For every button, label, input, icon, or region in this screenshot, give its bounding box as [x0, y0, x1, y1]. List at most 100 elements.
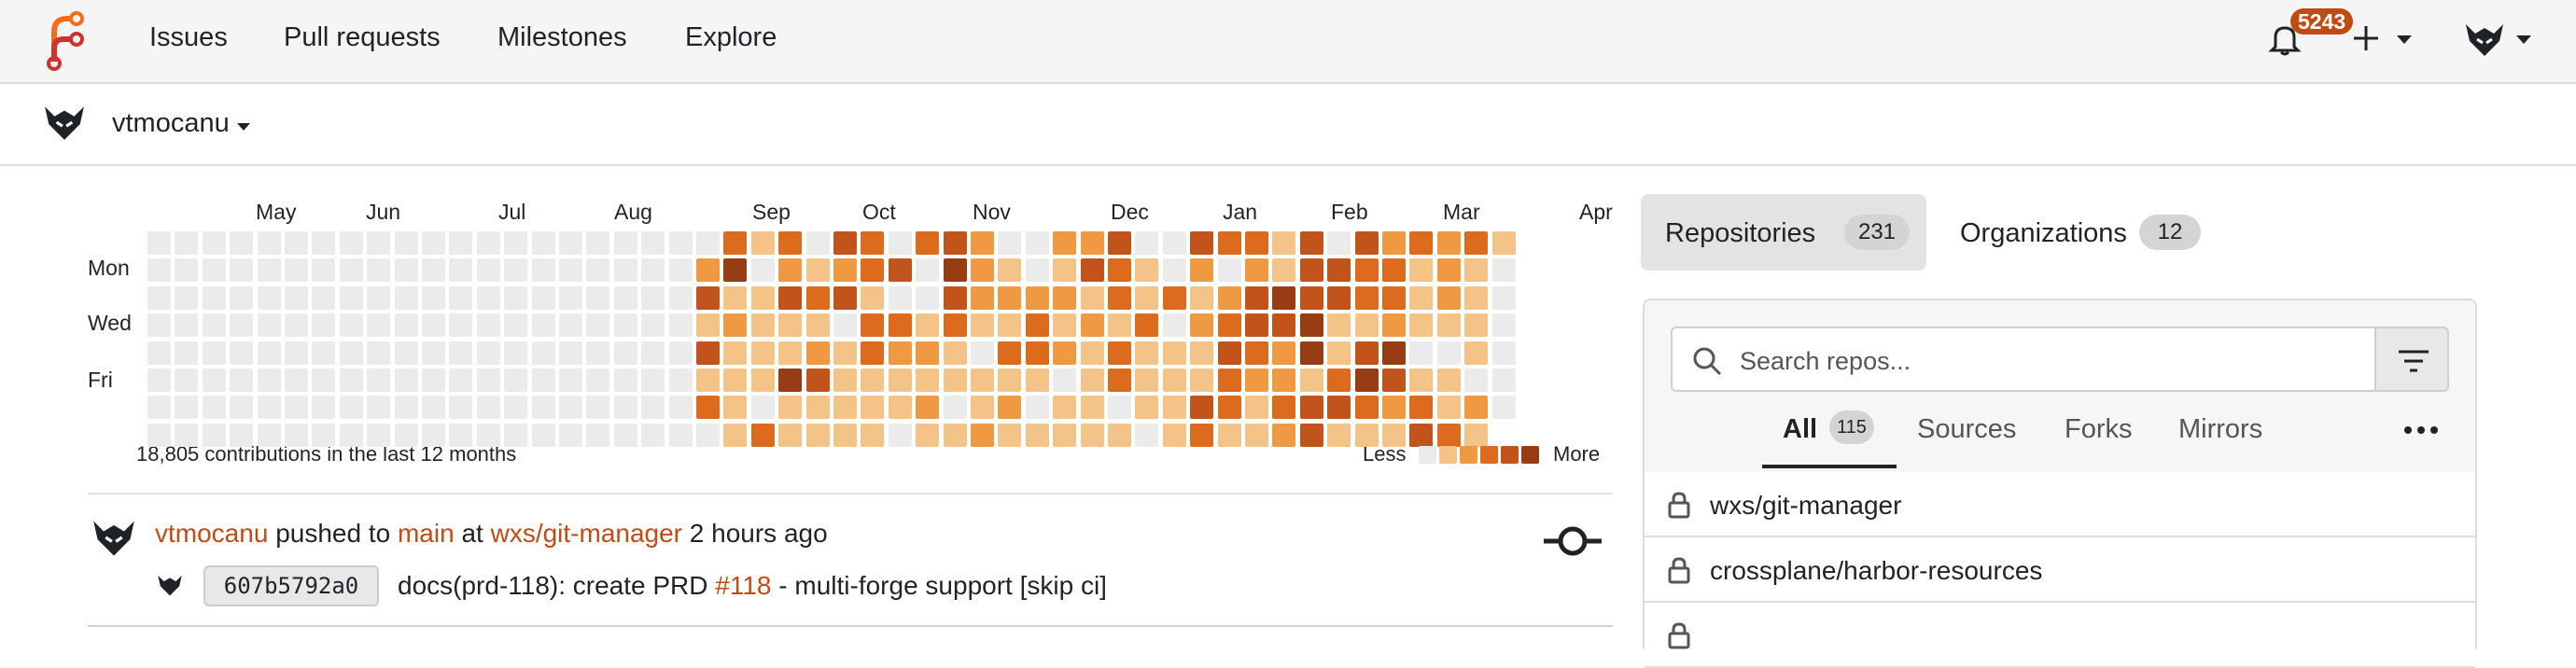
repo-search-input[interactable] [1738, 340, 2358, 383]
contribution-cell[interactable] [230, 313, 253, 337]
contribution-cell[interactable] [1218, 231, 1241, 255]
contribution-cell[interactable] [1409, 341, 1433, 365]
contribution-cell[interactable] [1464, 396, 1488, 419]
contribution-cell[interactable] [614, 313, 637, 337]
contribution-cell[interactable] [147, 231, 171, 255]
contribution-cell[interactable] [1355, 258, 1379, 282]
contribution-cell[interactable] [1026, 258, 1049, 282]
contribution-cell[interactable] [778, 369, 802, 392]
contribution-cell[interactable] [340, 396, 363, 419]
contribution-cell[interactable] [477, 341, 500, 365]
contribution-cell[interactable] [944, 286, 967, 310]
contribution-cell[interactable] [778, 286, 802, 310]
contribution-cell[interactable] [861, 369, 884, 392]
contribution-cell[interactable] [944, 258, 967, 282]
contribution-cell[interactable] [559, 313, 582, 337]
contribution-cell[interactable] [1026, 286, 1049, 310]
contribution-cell[interactable] [1300, 341, 1323, 365]
contribution-cell[interactable] [230, 424, 253, 447]
contribution-cell[interactable] [312, 231, 335, 255]
contribution-cell[interactable] [861, 424, 884, 447]
contribution-cell[interactable] [1218, 341, 1241, 365]
contribution-cell[interactable] [1026, 231, 1049, 255]
contribution-cell[interactable] [1081, 396, 1104, 419]
contribution-cell[interactable] [1355, 286, 1379, 310]
contribution-cell[interactable] [833, 286, 857, 310]
contribution-cell[interactable] [1409, 396, 1433, 419]
contribution-cell[interactable] [971, 286, 994, 310]
repo-name-link[interactable]: wxs/git-manager [1710, 491, 1902, 520]
contribution-cell[interactable] [586, 424, 609, 447]
contribution-cell[interactable] [312, 424, 335, 447]
contribution-cell[interactable] [175, 231, 198, 255]
contribution-cell[interactable] [1492, 286, 1516, 310]
contribution-cell[interactable] [285, 286, 308, 310]
contribution-cell[interactable] [778, 258, 802, 282]
contribution-cell[interactable] [230, 369, 253, 392]
tab-organizations[interactable]: Organizations 12 [1943, 194, 2223, 271]
contribution-cell[interactable] [559, 341, 582, 365]
contribution-cell[interactable] [1300, 258, 1323, 282]
contribution-cell[interactable] [1437, 286, 1461, 310]
contribution-cell[interactable] [751, 369, 775, 392]
contribution-cell[interactable] [1163, 313, 1186, 337]
contribution-cell[interactable] [532, 396, 555, 419]
contribution-cell[interactable] [1437, 258, 1461, 282]
contribution-cell[interactable] [422, 258, 445, 282]
contribution-cell[interactable] [367, 231, 390, 255]
contribution-cell[interactable] [1327, 231, 1351, 255]
contribution-cell[interactable] [971, 424, 994, 447]
contribution-cell[interactable] [1382, 341, 1406, 365]
contribution-cell[interactable] [916, 286, 939, 310]
contribution-cell[interactable] [1327, 258, 1351, 282]
contribution-cell[interactable] [723, 369, 747, 392]
nav-pull-requests-link[interactable]: Pull requests [284, 22, 441, 52]
contribution-cell[interactable] [971, 341, 994, 365]
contribution-cell[interactable] [422, 396, 445, 419]
contribution-cell[interactable] [751, 424, 775, 447]
contribution-cell[interactable] [395, 313, 418, 337]
contribution-cell[interactable] [1464, 313, 1488, 337]
contribution-cell[interactable] [203, 313, 226, 337]
contribution-cell[interactable] [1300, 313, 1323, 337]
contribution-cell[interactable] [641, 396, 665, 419]
contribution-cell[interactable] [258, 369, 281, 392]
contribution-cell[interactable] [230, 231, 253, 255]
contribution-cell[interactable] [1190, 313, 1213, 337]
contribution-cell[interactable] [559, 286, 582, 310]
contribution-cell[interactable] [833, 424, 857, 447]
contribution-cell[interactable] [1053, 231, 1076, 255]
contribution-cell[interactable] [559, 231, 582, 255]
contribution-cell[interactable] [1218, 369, 1241, 392]
contribution-cell[interactable] [1135, 341, 1158, 365]
contribution-cell[interactable] [175, 341, 198, 365]
contribution-cell[interactable] [916, 258, 939, 282]
contribution-cell[interactable] [586, 286, 609, 310]
contribution-cell[interactable] [1081, 231, 1104, 255]
contribution-cell[interactable] [916, 231, 939, 255]
feed-repo-link[interactable]: wxs/git-manager [490, 519, 682, 548]
contribution-cell[interactable] [723, 424, 747, 447]
contribution-cell[interactable] [1245, 258, 1268, 282]
contribution-cell[interactable] [230, 396, 253, 419]
contribution-cell[interactable] [696, 341, 720, 365]
contribution-cell[interactable] [340, 313, 363, 337]
contribution-cell[interactable] [477, 313, 500, 337]
contribution-cell[interactable] [312, 396, 335, 419]
contribution-cell[interactable] [944, 424, 967, 447]
contribution-cell[interactable] [147, 286, 171, 310]
feed-user-avatar-icon[interactable] [91, 517, 136, 558]
contribution-cell[interactable] [230, 258, 253, 282]
contribution-cell[interactable] [1135, 424, 1158, 447]
contribution-cell[interactable] [532, 424, 555, 447]
contribution-cell[interactable] [1163, 231, 1186, 255]
contribution-cell[interactable] [861, 341, 884, 365]
contribution-cell[interactable] [1327, 396, 1351, 419]
contribution-cell[interactable] [175, 313, 198, 337]
contribution-cell[interactable] [1108, 231, 1131, 255]
contribution-cell[interactable] [285, 258, 308, 282]
contribution-cell[interactable] [1409, 258, 1433, 282]
contribution-cell[interactable] [696, 313, 720, 337]
contribution-cell[interactable] [1272, 286, 1295, 310]
contribution-cell[interactable] [1409, 369, 1433, 392]
